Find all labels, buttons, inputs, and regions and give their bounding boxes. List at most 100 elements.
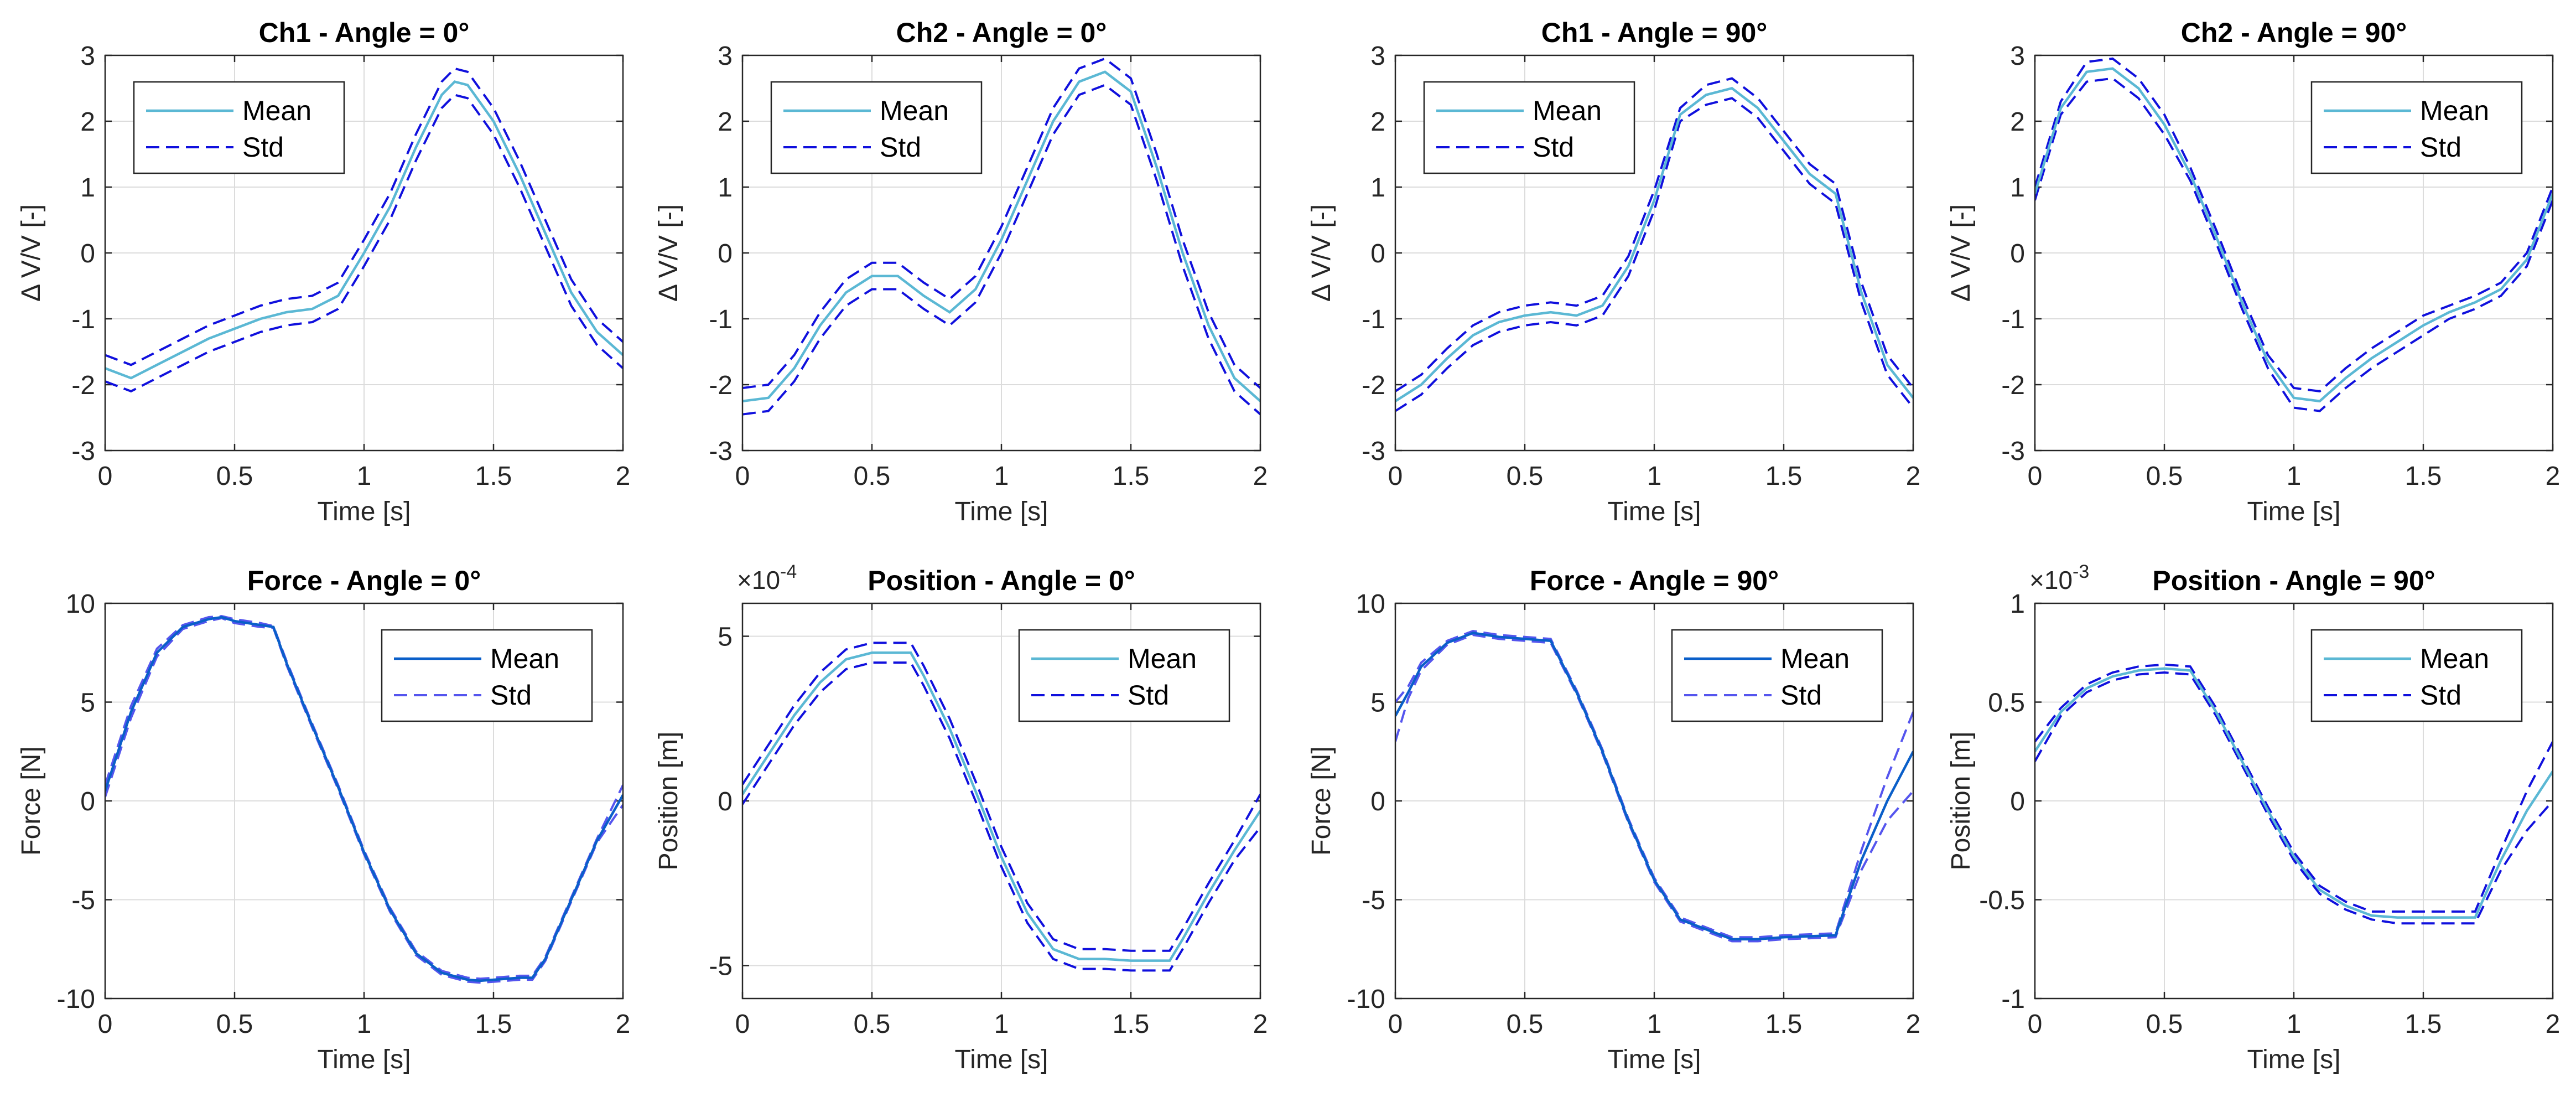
axes-box — [741, 602, 1261, 1000]
series-group — [105, 67, 623, 393]
legend: Mean Std — [1018, 629, 1230, 722]
mean-line — [742, 651, 1260, 962]
x-tick-label: 0.5 — [854, 462, 891, 491]
y-tick-label: -2 — [1362, 371, 1385, 400]
y-tick-label: -5 — [1362, 886, 1385, 915]
y-tick-label: 0 — [718, 787, 733, 816]
x-axis-label: Time [s] — [955, 1045, 1048, 1074]
axes-box — [104, 602, 624, 1000]
legend-box — [770, 81, 983, 174]
y-axis-multiplier: ×10-4 — [737, 561, 797, 594]
x-tick-label: 1.5 — [475, 1010, 512, 1039]
series-group — [742, 642, 1260, 972]
subplot-title: Ch1 - Angle = 90° — [1541, 17, 1768, 48]
std-lower-line — [1395, 97, 1913, 412]
y-tick-label: 5 — [718, 623, 733, 652]
mean-line — [1395, 632, 1913, 941]
legend-box — [1018, 629, 1230, 722]
y-tick-label: -5 — [71, 886, 95, 915]
subplot-1: 0 0.5 1 1.5 2 -3 -2 -1 0 1 2 3 Ch1 - Angle = 0° Time … — [17, 17, 630, 526]
y-tick-label: 1 — [1370, 173, 1385, 203]
legend-std-label: Std — [242, 132, 284, 163]
legend-box — [133, 81, 345, 174]
y-axis-label: Δ V/V [-] — [17, 204, 46, 302]
legend-mean-label: Mean — [1780, 643, 1850, 674]
y-tick-label: -3 — [1362, 437, 1385, 466]
x-tick-label: 0 — [98, 462, 113, 491]
legend-mean-label: Mean — [490, 643, 559, 674]
y-axis-label: Δ V/V [-] — [1307, 204, 1336, 302]
std-lower-line — [105, 94, 623, 393]
y-tick-label: -1 — [71, 305, 95, 334]
mean-line — [2035, 667, 2553, 919]
y-tick-label: -1 — [709, 305, 733, 334]
legend-std-label: Std — [490, 680, 532, 711]
std-lower-line — [2035, 671, 2553, 925]
x-axis-label: Time [s] — [318, 497, 411, 526]
legend-mean-label: Mean — [2420, 95, 2489, 126]
y-axis-label: Δ V/V [-] — [654, 204, 683, 302]
y-tick-label: 0.5 — [1988, 689, 2025, 718]
x-axis-label: Time [s] — [318, 1045, 411, 1074]
legend-box — [1423, 81, 1635, 174]
x-tick-label: 1 — [2287, 1010, 2302, 1039]
y-tick-label: -5 — [709, 952, 733, 981]
x-tick-label: 2 — [616, 462, 631, 491]
y-tick-label: 1 — [80, 173, 95, 203]
subplot-title: Position - Angle = 90° — [2152, 565, 2435, 596]
x-tick-label: 1 — [1647, 1010, 1662, 1039]
y-tick-label: 2 — [2010, 107, 2025, 137]
axes-box — [1394, 54, 1914, 452]
legend-std-label: Std — [2420, 680, 2461, 711]
x-tick-label: 1 — [994, 1010, 1009, 1039]
y-tick-label: -1 — [1362, 305, 1385, 334]
x-tick-label: 1 — [1647, 462, 1662, 491]
x-tick-label: 1.5 — [475, 462, 512, 491]
y-tick-label: 1 — [718, 173, 733, 203]
legend-std-label: Std — [1533, 132, 1574, 163]
x-tick-label: 0 — [1388, 462, 1403, 491]
mean-line — [2035, 67, 2553, 403]
subplot-3: 0 0.5 1 1.5 2 -3 -2 -1 0 1 2 3 Ch1 - Angle = 90° Time… — [1307, 17, 1920, 526]
x-axis-label: Time [s] — [1608, 1045, 1701, 1074]
x-tick-label: 1.5 — [1765, 1010, 1803, 1039]
legend: Mean Std — [2310, 629, 2523, 722]
legend-mean-label: Mean — [1533, 95, 1602, 126]
subplot-title: Ch2 - Angle = 90° — [2181, 17, 2407, 48]
x-axis-label: Time [s] — [1608, 497, 1701, 526]
y-axis-label: Δ V/V [-] — [1946, 204, 1976, 302]
mean-line — [105, 615, 623, 982]
x-tick-label: 1.5 — [1113, 1010, 1150, 1039]
x-tick-label: 0.5 — [216, 462, 253, 491]
y-tick-label: -3 — [2001, 437, 2025, 466]
axes-box — [104, 54, 624, 452]
y-tick-label: 2 — [1370, 107, 1385, 137]
x-tick-label: 2 — [1253, 1010, 1268, 1039]
x-tick-label: 1 — [994, 462, 1009, 491]
x-tick-label: 2 — [2546, 462, 2561, 491]
subplot-title: Ch2 - Angle = 0° — [896, 17, 1107, 48]
y-tick-label: 0 — [718, 239, 733, 268]
x-axis-label: Time [s] — [955, 497, 1048, 526]
legend-mean-label: Mean — [242, 95, 311, 126]
legend-box — [1671, 629, 1883, 722]
std-lower-line — [742, 84, 1260, 416]
std-upper-line — [1395, 629, 1913, 939]
legend: Mean Std — [133, 81, 345, 174]
y-tick-label: 2 — [80, 107, 95, 137]
x-tick-label: 1 — [2287, 462, 2302, 491]
y-tick-label: -3 — [71, 437, 95, 466]
multiplier-base: ×10 — [2029, 566, 2073, 594]
std-upper-line — [1395, 77, 1913, 392]
std-upper-line — [105, 67, 623, 366]
series-group — [2035, 663, 2553, 925]
y-tick-label: -0.5 — [1979, 886, 2025, 915]
subplot-5: 0 0.5 1 1.5 2 -10 -5 0 5 10 Force - Angle = 0° Time… — [17, 565, 630, 1074]
legend-mean-label: Mean — [2420, 643, 2489, 674]
y-axis-multiplier: ×10-3 — [2029, 561, 2089, 594]
std-lower-line — [2035, 77, 2553, 412]
legend: Mean Std — [1671, 629, 1883, 722]
std-upper-line — [2035, 57, 2553, 392]
x-tick-label: 0 — [735, 462, 750, 491]
